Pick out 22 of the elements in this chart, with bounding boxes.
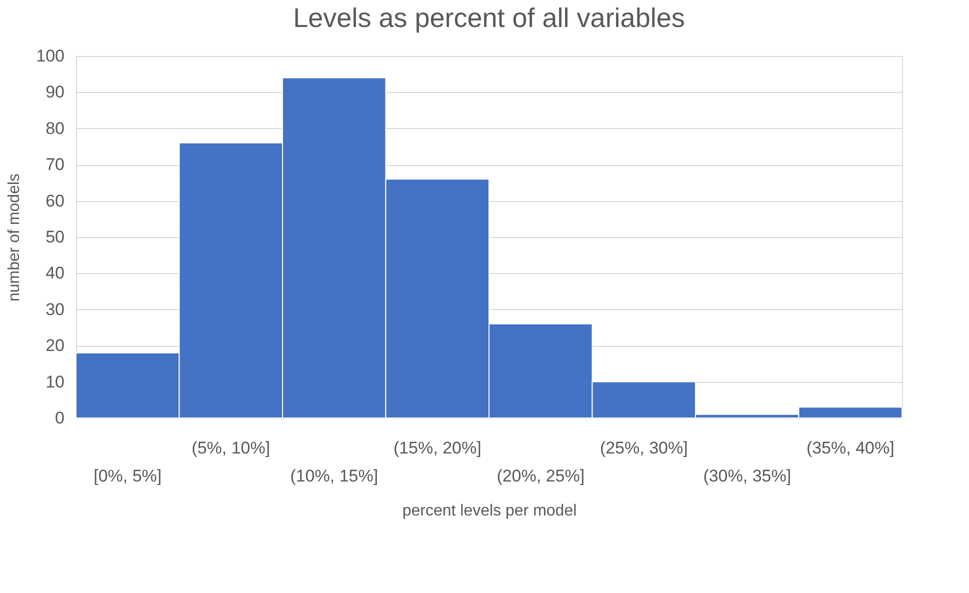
x-tick-label: (5%, 10%] bbox=[192, 438, 270, 458]
y-tick-label: 0 bbox=[55, 408, 64, 428]
y-tick-label: 50 bbox=[46, 228, 64, 246]
x-tick-label: (25%, 30%] bbox=[600, 438, 688, 458]
y-tick-label: 100 bbox=[36, 46, 64, 66]
y-tick-label: 40 bbox=[46, 264, 64, 283]
x-tick-label: [0%, 5%] bbox=[94, 466, 162, 486]
y-tick-label: 70 bbox=[46, 155, 64, 174]
y-tick-label: 10 bbox=[46, 372, 64, 392]
y-tick-label: 30 bbox=[46, 300, 64, 319]
y-tick-label: 60 bbox=[46, 191, 64, 210]
chart-title: Levels as percent of all variables bbox=[293, 3, 685, 33]
x-tick-label: (30%, 35%] bbox=[703, 466, 792, 486]
x-tick-label: (35%, 40%] bbox=[806, 438, 894, 458]
y-tick-label: 20 bbox=[46, 336, 64, 356]
y-tick-label: 80 bbox=[46, 118, 64, 138]
y-axis-title: number of models bbox=[6, 173, 24, 302]
x-tick-label: (20%, 25%] bbox=[496, 466, 585, 486]
x-tick-label: (10%, 15%] bbox=[290, 466, 378, 486]
x-tick-label: (15%, 20%] bbox=[393, 438, 482, 458]
x-axis-title: percent levels per model bbox=[402, 502, 577, 520]
y-tick-label: 90 bbox=[46, 82, 64, 102]
